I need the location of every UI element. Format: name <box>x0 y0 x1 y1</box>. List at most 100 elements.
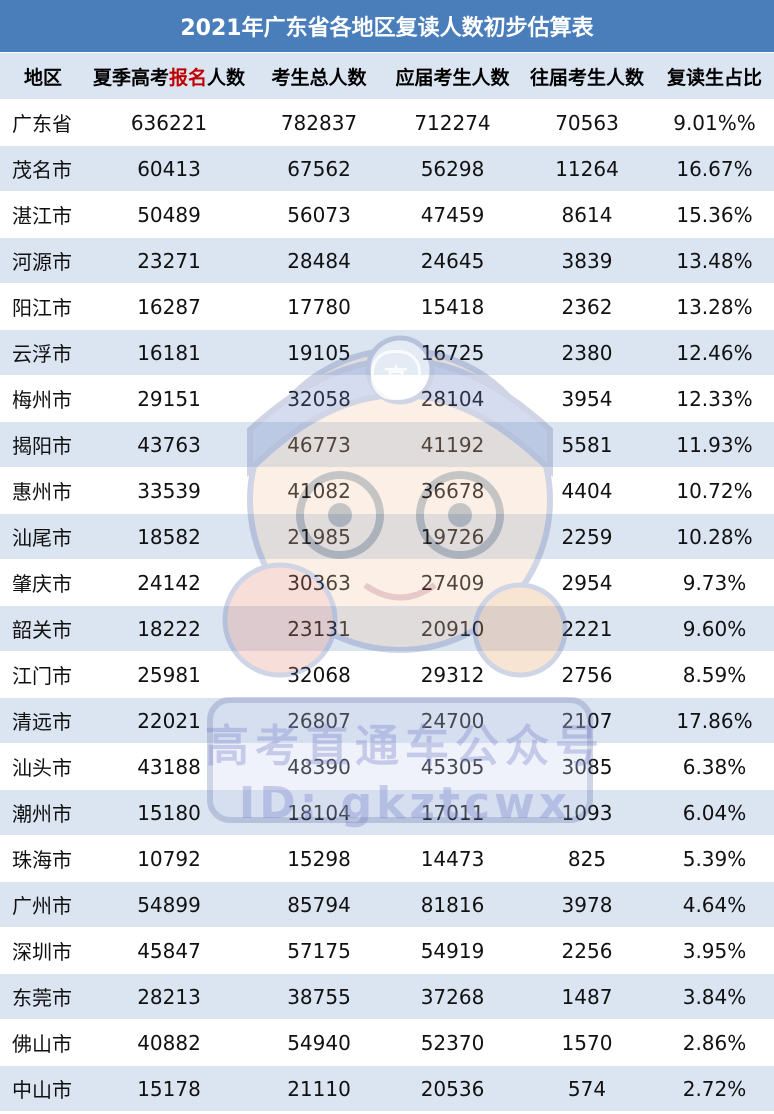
cell-repeat: 2380 <box>519 329 655 376</box>
table-row: 汕尾市 18582 21985 19726 2259 10.28% <box>0 513 774 560</box>
cell-fresh: 81816 <box>386 881 519 928</box>
cell-repeat: 70563 <box>519 99 655 146</box>
cell-ratio: 13.48% <box>655 237 774 284</box>
table-row: 肇庆市 24142 30363 27409 2954 9.73% <box>0 559 774 606</box>
cell-total: 41082 <box>252 467 386 514</box>
cell-region: 中山市 <box>0 1065 86 1112</box>
cell-applicants: 636221 <box>86 99 252 146</box>
cell-total: 19105 <box>252 329 386 376</box>
cell-fresh: 17011 <box>386 789 519 836</box>
cell-repeat: 2256 <box>519 927 655 974</box>
cell-region: 珠海市 <box>0 835 86 882</box>
cell-total: 56073 <box>252 191 386 238</box>
cell-total: 15298 <box>252 835 386 882</box>
cell-total: 46773 <box>252 421 386 468</box>
cell-applicants: 43188 <box>86 743 252 790</box>
table-row: 云浮市 16181 19105 16725 2380 12.46% <box>0 329 774 376</box>
header-applicants: 夏季高考报名人数 <box>86 53 252 100</box>
table-row: 河源市 23271 28484 24645 3839 13.48% <box>0 237 774 284</box>
cell-ratio: 11.93% <box>655 421 774 468</box>
cell-total: 48390 <box>252 743 386 790</box>
cell-repeat: 825 <box>519 835 655 882</box>
cell-repeat: 3954 <box>519 375 655 422</box>
table-row: 汕头市 43188 48390 45305 3085 6.38% <box>0 743 774 790</box>
cell-ratio: 12.33% <box>655 375 774 422</box>
cell-applicants: 22021 <box>86 697 252 744</box>
header-repeat: 往届考生人数 <box>519 53 655 100</box>
cell-ratio: 5.39% <box>655 835 774 882</box>
table-row: 清远市 22021 26807 24700 2107 17.86% <box>0 697 774 744</box>
table-row: 潮州市 15180 18104 17011 1093 6.04% <box>0 789 774 836</box>
header-applicants-pre: 夏季高考 <box>92 66 169 89</box>
cell-region: 佛山市 <box>0 1019 86 1066</box>
cell-ratio: 16.67% <box>655 145 774 192</box>
header-fresh: 应届考生人数 <box>386 53 519 100</box>
cell-total: 17780 <box>252 283 386 330</box>
cell-region: 肇庆市 <box>0 559 86 606</box>
cell-applicants: 18582 <box>86 513 252 560</box>
cell-applicants: 43763 <box>86 421 252 468</box>
cell-total: 30363 <box>252 559 386 606</box>
cell-repeat: 2107 <box>519 697 655 744</box>
cell-ratio: 4.64% <box>655 881 774 928</box>
cell-applicants: 23271 <box>86 237 252 284</box>
table-row: 佛山市 40882 54940 52370 1570 2.86% <box>0 1019 774 1066</box>
cell-fresh: 16725 <box>386 329 519 376</box>
cell-ratio: 12.46% <box>655 329 774 376</box>
cell-ratio: 8.59% <box>655 651 774 698</box>
cell-applicants: 18222 <box>86 605 252 652</box>
cell-ratio: 10.28% <box>655 513 774 560</box>
cell-region: 梅州市 <box>0 375 86 422</box>
header-total: 考生总人数 <box>252 53 386 100</box>
table-row: 珠海市 10792 15298 14473 825 5.39% <box>0 835 774 882</box>
cell-total: 32068 <box>252 651 386 698</box>
cell-applicants: 25981 <box>86 651 252 698</box>
cell-applicants: 50489 <box>86 191 252 238</box>
cell-total: 26807 <box>252 697 386 744</box>
cell-total: 85794 <box>252 881 386 928</box>
cell-region: 东莞市 <box>0 973 86 1020</box>
cell-total: 18104 <box>252 789 386 836</box>
cell-repeat: 11264 <box>519 145 655 192</box>
cell-repeat: 2362 <box>519 283 655 330</box>
cell-fresh: 56298 <box>386 145 519 192</box>
cell-fresh: 28104 <box>386 375 519 422</box>
cell-total: 54940 <box>252 1019 386 1066</box>
cell-ratio: 9.60% <box>655 605 774 652</box>
cell-fresh: 36678 <box>386 467 519 514</box>
cell-fresh: 27409 <box>386 559 519 606</box>
table-row: 湛江市 50489 56073 47459 8614 15.36% <box>0 191 774 238</box>
cell-ratio: 9.01%% <box>655 99 774 146</box>
cell-fresh: 47459 <box>386 191 519 238</box>
table-row: 阳江市 16287 17780 15418 2362 13.28% <box>0 283 774 330</box>
cell-ratio: 2.72% <box>655 1065 774 1112</box>
cell-applicants: 33539 <box>86 467 252 514</box>
table-row: 广东省 636221 782837 712274 70563 9.01%% <box>0 99 774 146</box>
cell-ratio: 9.73% <box>655 559 774 606</box>
cell-repeat: 4404 <box>519 467 655 514</box>
cell-applicants: 29151 <box>86 375 252 422</box>
data-table: 地区 夏季高考报名人数 考生总人数 应届考生人数 往届考生人数 复读生占比 广东… <box>0 53 774 1112</box>
cell-region: 深圳市 <box>0 927 86 974</box>
cell-repeat: 1570 <box>519 1019 655 1066</box>
cell-fresh: 19726 <box>386 513 519 560</box>
cell-total: 38755 <box>252 973 386 1020</box>
table-row: 韶关市 18222 23131 20910 2221 9.60% <box>0 605 774 652</box>
cell-ratio: 10.72% <box>655 467 774 514</box>
header-applicants-red: 报名 <box>168 66 207 89</box>
header-row: 地区 夏季高考报名人数 考生总人数 应届考生人数 往届考生人数 复读生占比 <box>0 53 774 100</box>
cell-applicants: 45847 <box>86 927 252 974</box>
table-row: 东莞市 28213 38755 37268 1487 3.84% <box>0 973 774 1020</box>
cell-applicants: 15178 <box>86 1065 252 1112</box>
cell-applicants: 28213 <box>86 973 252 1020</box>
cell-total: 57175 <box>252 927 386 974</box>
cell-repeat: 2221 <box>519 605 655 652</box>
table-row: 深圳市 45847 57175 54919 2256 3.95% <box>0 927 774 974</box>
cell-fresh: 45305 <box>386 743 519 790</box>
cell-fresh: 14473 <box>386 835 519 882</box>
cell-applicants: 10792 <box>86 835 252 882</box>
cell-repeat: 2259 <box>519 513 655 560</box>
cell-applicants: 16287 <box>86 283 252 330</box>
cell-repeat: 3839 <box>519 237 655 284</box>
cell-fresh: 15418 <box>386 283 519 330</box>
